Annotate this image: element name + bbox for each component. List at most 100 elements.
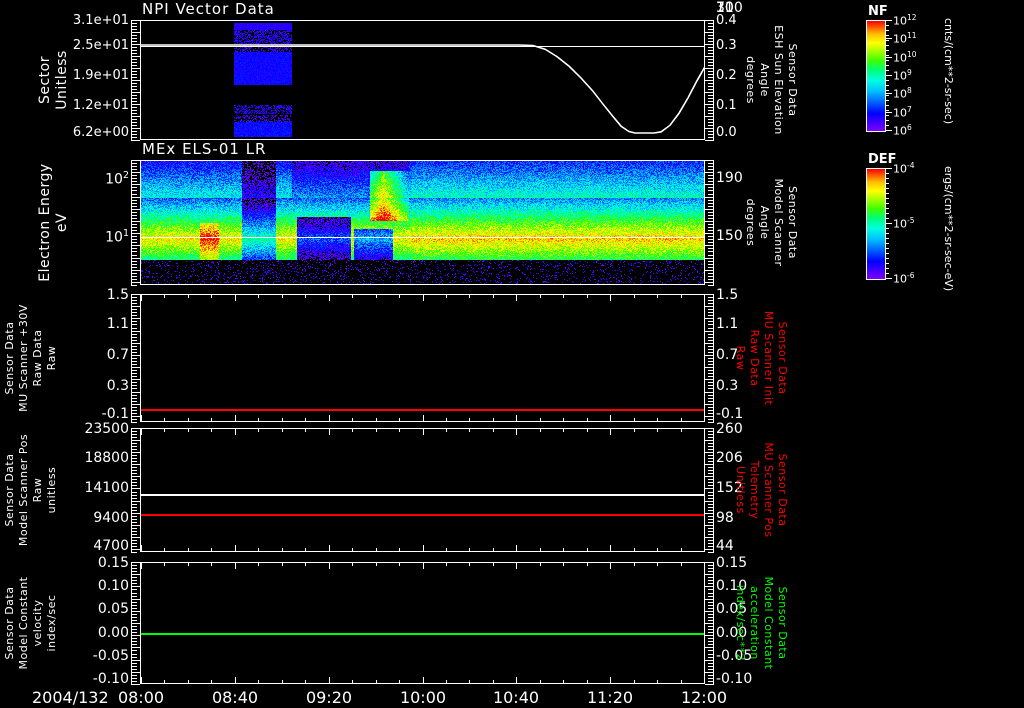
right-axis-title-line: Sensor Data [776,586,789,660]
minor-tick-top [493,429,494,432]
minor-tick-bottom [188,680,189,683]
minor-tick-top [376,295,377,298]
axis-minor-tick [708,71,714,72]
axis-minor-tick [131,53,137,54]
axis-minor-tick [708,608,714,609]
minor-tick-bottom [282,680,283,683]
tick-top [610,563,611,569]
axis-minor-tick [131,104,140,105]
minor-tick-bottom [211,418,212,421]
axis-minor-tick [705,525,714,526]
colorbar-label: DEF [868,152,897,167]
axis-minor-tick [131,297,137,298]
y-tick-label-left: 1.5 [106,286,129,303]
minor-tick-top [657,563,658,566]
y-tick-label-right: 0.7 [716,347,739,363]
axis-minor-tick [708,482,714,483]
tick-bottom [141,545,142,551]
minor-tick-bottom [540,418,541,421]
axis-minor-tick [131,62,137,63]
axis-minor-tick [131,125,137,126]
axis-minor-tick [708,224,714,225]
minor-tick-bottom [563,418,564,421]
colorbar-tick [886,278,892,279]
axis-minor-tick [708,388,714,389]
minor-tick-top [587,429,588,432]
axis-minor-tick [131,119,137,120]
colorbar-minor-tick [886,248,889,249]
axis-minor-tick [131,479,137,480]
minor-tick-bottom [211,680,212,683]
axis-minor-tick [708,215,714,216]
colorbar-minor-tick [886,90,889,91]
minor-tick-bottom [305,418,306,421]
axis-minor-tick [708,358,714,359]
minor-tick-bottom [587,548,588,551]
axis-minor-tick [131,273,137,274]
minor-tick-top [305,429,306,432]
panel-title-els: MEx ELS-01 LR [142,140,267,158]
minor-tick-top [563,563,564,566]
axis-minor-tick [705,537,714,538]
axis-minor-tick [705,574,714,575]
axis-minor-tick [708,455,714,456]
minor-tick-top [563,429,564,432]
right-axis-title-line: Angle [758,205,771,240]
axis-minor-tick [131,251,137,252]
minor-tick-top [164,295,165,298]
colorbar-tick [886,57,892,58]
tick-top [141,429,142,435]
right-axis-title-line: ESH Sun Elevation [772,25,785,135]
colorbar-minor-tick [886,263,889,264]
tick-top [329,563,330,569]
minor-tick-bottom [399,680,400,683]
y-tick-label-right: -0.05 [716,648,753,664]
axis-minor-tick [131,23,137,24]
y-tick-label-left: 1.1 [106,316,129,332]
colorbar-minor-tick [886,110,889,111]
right-axis-title-line: Model Constant [762,576,775,670]
axis-minor-tick [708,119,714,120]
axis-minor-tick [708,230,714,231]
axis-minor-tick [131,644,137,645]
axis-minor-tick [131,276,137,277]
axis-minor-tick [131,654,137,655]
axis-minor-tick [705,367,714,368]
axis-minor-tick [131,614,137,615]
axis-minor-tick [705,549,714,550]
colorbar-minor-tick [886,198,889,199]
time-tick-label: 11:20 [586,688,634,707]
axis-minor-tick [131,629,137,630]
axis-minor-tick [705,379,714,380]
axis-minor-tick [708,122,714,123]
minor-tick-bottom [376,680,377,683]
axis-minor-tick [131,382,137,383]
right-axis-title-line: degrees [744,198,757,247]
colorbar-units: ergs/(cm**2-sr-sec-eV) [942,166,955,292]
axis-minor-tick [705,44,714,45]
axis-minor-tick [708,110,714,111]
axis-minor-tick [131,543,137,544]
axis-minor-tick [131,50,137,51]
axis-minor-tick [708,312,714,313]
axis-minor-tick [131,221,140,222]
axis-minor-tick [131,95,137,96]
axis-minor-tick [131,255,137,256]
minor-tick-top [657,429,658,432]
axis-minor-tick [131,89,137,90]
axis-minor-tick [131,449,137,450]
axis-minor-tick [708,328,714,329]
tick-top [516,295,517,301]
y-tick-label-right: 0.2 [716,67,737,83]
y-tick-label-right: 0.1 [716,97,737,113]
axis-minor-tick [131,352,137,353]
right-axis-title-line: Model Scanner [772,178,785,267]
axis-minor-tick [131,519,137,520]
axis-minor-tick [708,169,714,170]
minor-tick-top [258,429,259,432]
tick-rail [131,428,132,552]
axis-minor-tick [708,546,714,547]
axis-minor-tick [131,549,140,550]
mu-scanner-pos-telemetry-trace [141,514,704,516]
axis-minor-tick [708,346,714,347]
